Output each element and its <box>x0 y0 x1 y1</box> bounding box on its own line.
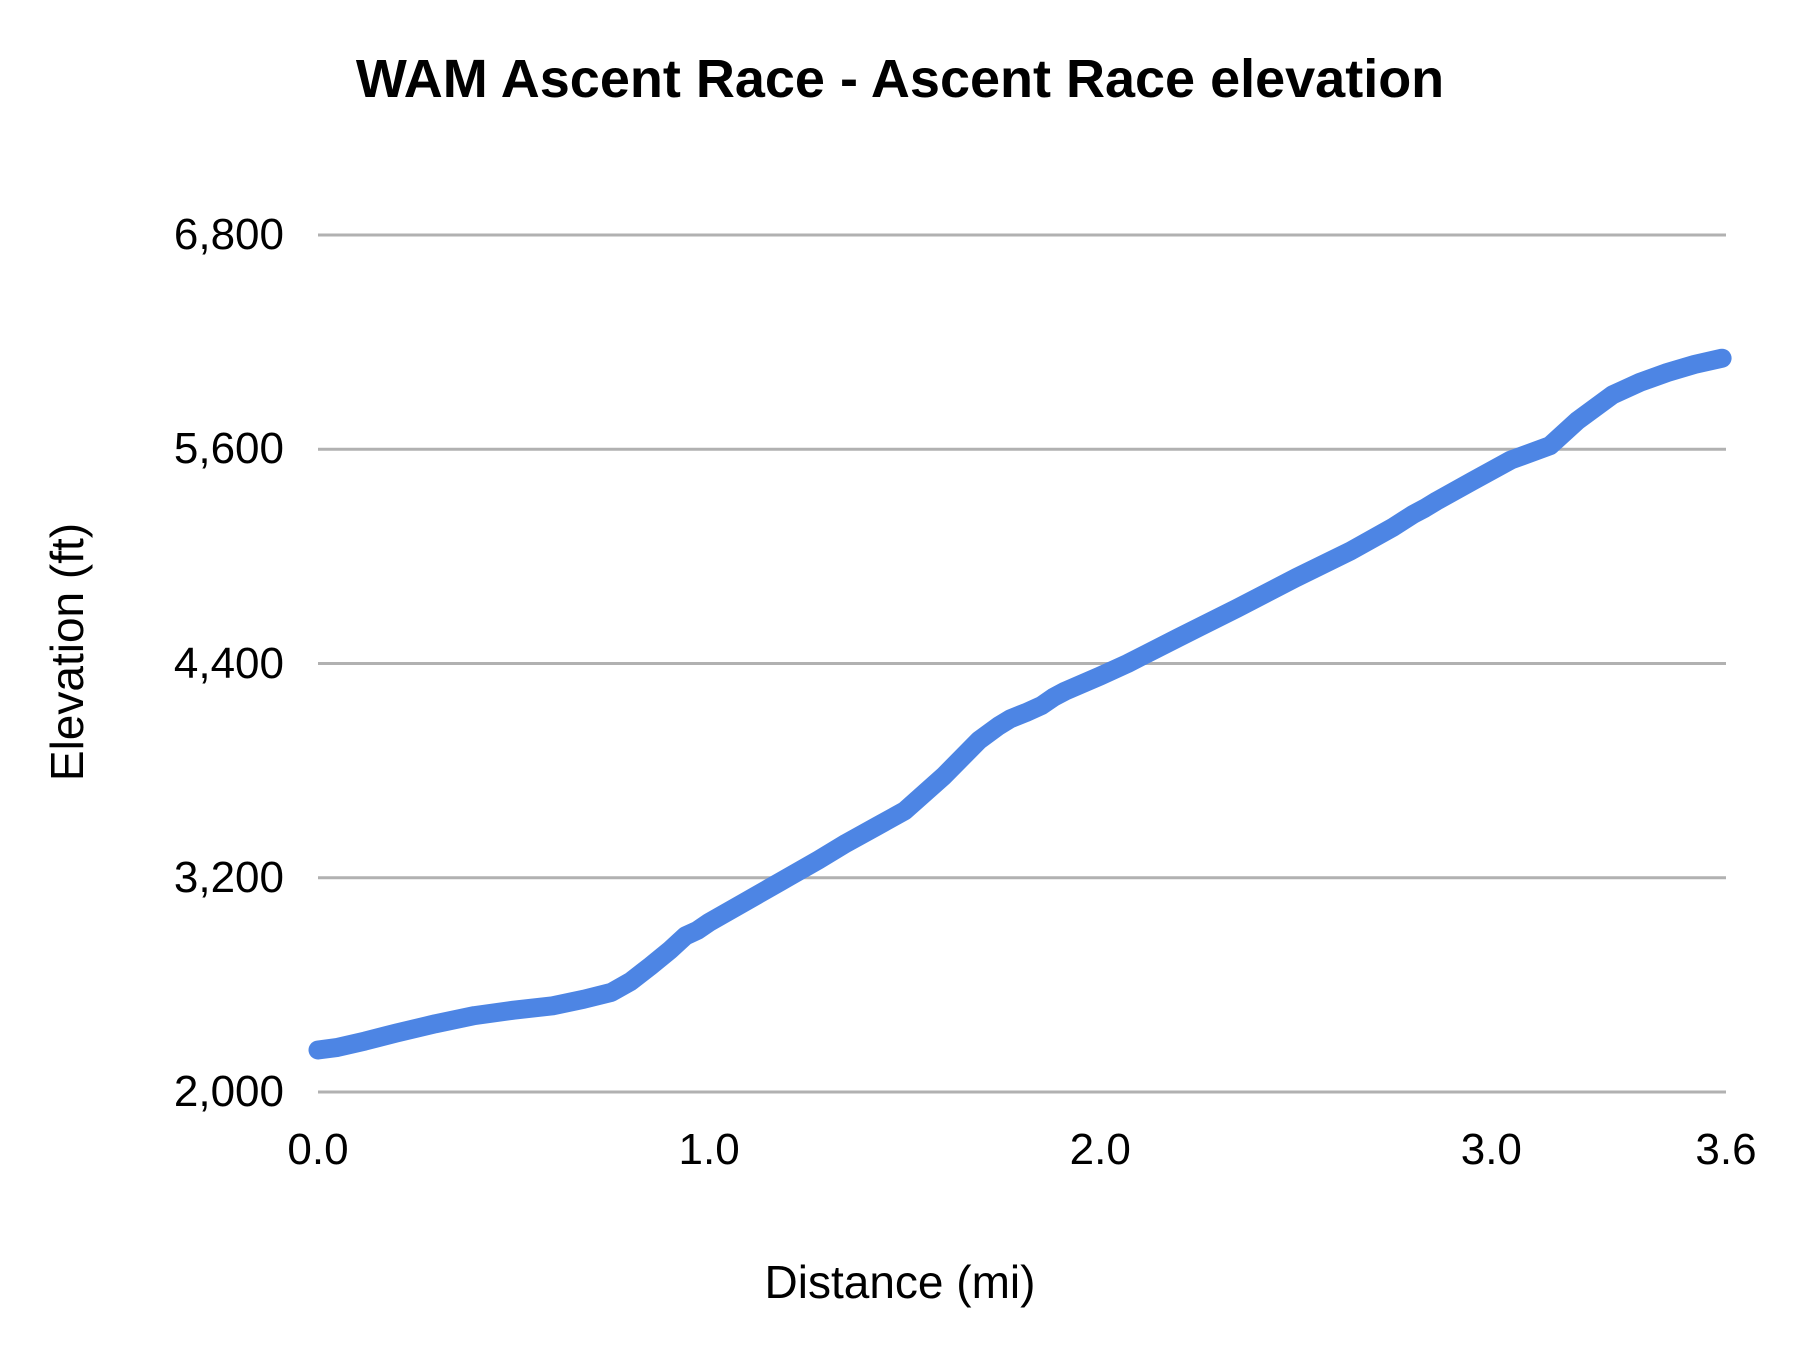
x-tick-label: 1.0 <box>678 1125 740 1174</box>
chart-title: WAM Ascent Race - Ascent Race elevation <box>355 49 1445 109</box>
y-tick-label: 2,000 <box>173 1067 284 1116</box>
elevation-line <box>308 348 1732 1060</box>
y-tick-label: 5,600 <box>173 424 284 474</box>
x-tick-label: 3.6 <box>1695 1125 1757 1174</box>
x-tick-label: 3.0 <box>1460 1125 1522 1174</box>
y-tick-label: 6,800 <box>173 210 284 259</box>
y-tick-label: 4,400 <box>173 638 284 688</box>
y-tick-label: 3,200 <box>173 852 284 902</box>
x-tick-label: 0.0 <box>287 1125 349 1174</box>
x-axis-title: Distance (mi) <box>764 1256 1036 1308</box>
x-tick-label: 2.0 <box>1069 1125 1131 1174</box>
